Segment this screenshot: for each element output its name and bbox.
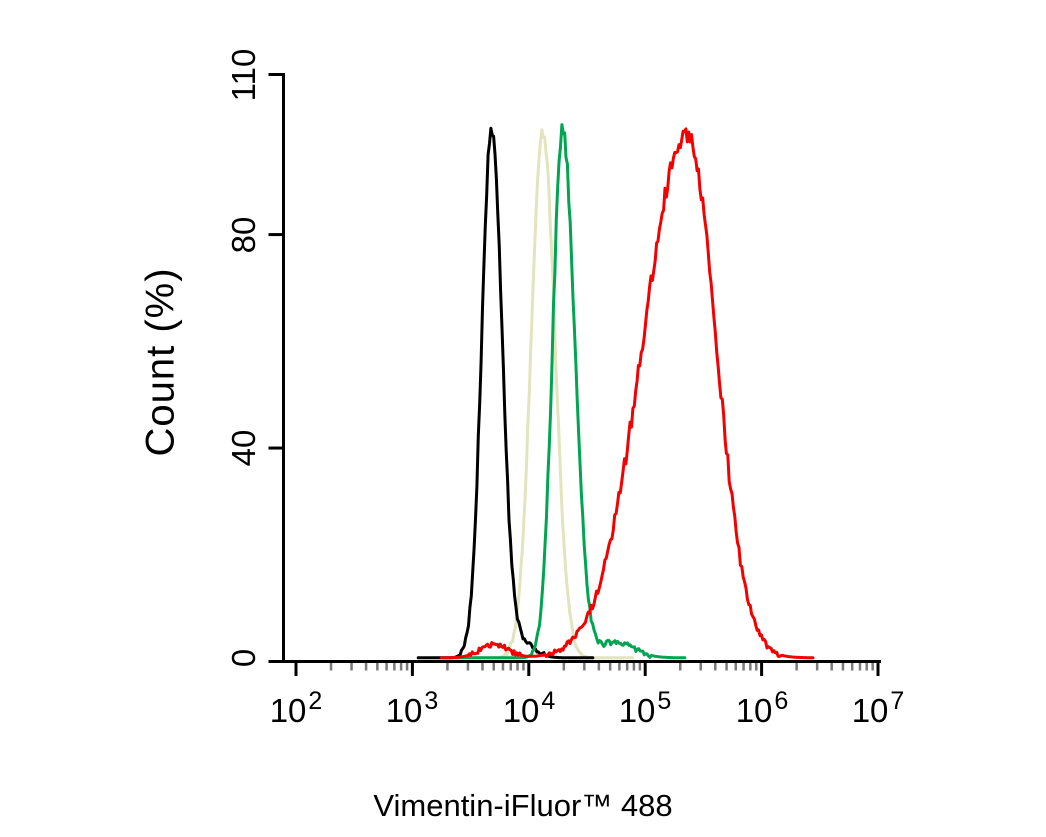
curves-group: [416, 123, 815, 660]
y-axis-title: Count (%): [138, 267, 183, 457]
x-tick-base: 10: [385, 692, 423, 729]
x-tick-label-1e2: 102: [269, 687, 323, 730]
curve-red: [440, 127, 815, 660]
curve-khaki: [434, 128, 635, 660]
x-tick-label-1e6: 106: [735, 687, 789, 730]
y-tick-label-0: 0: [225, 648, 262, 668]
x-tick-base: 10: [735, 692, 773, 729]
y-tick-label-110: 110: [225, 48, 262, 101]
x-tick-label-1e5: 105: [618, 687, 672, 730]
x-tick-base: 10: [269, 692, 307, 729]
x-tick-exponent: 7: [890, 687, 905, 715]
curve-green: [445, 123, 687, 660]
x-tick-label-1e3: 103: [385, 687, 439, 730]
y-tick-label-40: 40: [225, 429, 262, 467]
y-tick-label-80: 80: [225, 216, 262, 253]
x-tick-exponent: 2: [308, 687, 323, 715]
x-axis-title: Vimentin-iFluor™ 488: [373, 788, 673, 823]
x-tick-label-1e7: 107: [851, 687, 905, 730]
x-tick-base: 10: [502, 692, 540, 729]
x-tick-label-1e4: 104: [502, 687, 556, 730]
x-tick-base: 10: [851, 692, 889, 729]
x-tick-exponent: 4: [541, 687, 556, 715]
x-tick-exponent: 5: [657, 687, 672, 715]
axis-ticks: [268, 72, 880, 676]
x-tick-exponent: 6: [774, 687, 789, 715]
x-tick-base: 10: [618, 692, 656, 729]
x-tick-exponent: 3: [424, 687, 439, 715]
